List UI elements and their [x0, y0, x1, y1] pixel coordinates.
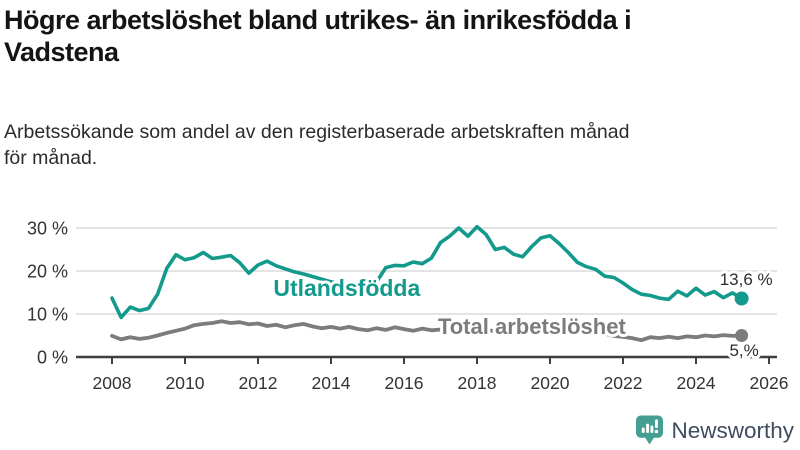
y-axis-tick-label: 30 % — [27, 219, 68, 239]
bar-chart-bar-3 — [650, 425, 654, 433]
chart-subtitle-line-1: Arbetssökande som andel av den registerb… — [4, 121, 630, 143]
series-end-dot — [735, 329, 749, 342]
x-axis-tick-label: 2022 — [604, 373, 643, 393]
unemployment-line-chart: 0 % 10 % 20 % 30 % 2008 2010 2012 2014 2016 2018 2… — [27, 219, 789, 394]
page-title-line-1: Högre arbetslöshet bland utrikes- än inr… — [4, 5, 632, 35]
x-axis-tick-label: 2024 — [677, 373, 716, 393]
x-axis-tick-label: 2008 — [93, 373, 132, 393]
speech-bubble-pin-shape — [636, 415, 664, 445]
chart-subtitle: Arbetssökande som andel av den registerb… — [4, 119, 798, 172]
newsworthy-logo: Newsworthy — [636, 415, 794, 446]
y-axis-tick-label: 0 % — [37, 348, 68, 368]
newsworthy-logo-text: Newsworthy — [671, 417, 794, 443]
series-line-total-arbetsl-shet — [110, 319, 744, 343]
bar-chart-bar-2 — [646, 423, 650, 433]
series-end-value-label: 5,% — [729, 341, 758, 360]
series-label: Total arbetslöshet — [438, 314, 627, 339]
x-axis-tick-label: 2018 — [458, 373, 497, 393]
page-title: Högre arbetslöshet bland utrikes- än inr… — [4, 5, 798, 68]
x-axis-tick-label: 2012 — [239, 373, 278, 393]
exclamation-dot — [655, 429, 659, 434]
series-label: Utlandsfödda — [273, 275, 420, 301]
newsworthy-logo-icon — [636, 415, 664, 445]
x-axis-tick-label: 2016 — [385, 373, 424, 393]
x-axis-tick-label: 2026 — [750, 373, 789, 393]
exclamation-bar — [655, 419, 659, 429]
x-axis-tick-label: 2020 — [531, 373, 570, 393]
series-line-utlandsf-dda — [110, 224, 744, 320]
page-title-line-2: Vadstena — [4, 36, 119, 67]
y-axis-tick-label: 10 % — [27, 305, 68, 325]
chart-subtitle-line-2: för månad. — [4, 147, 98, 170]
x-axis-tick-label: 2014 — [312, 373, 351, 393]
y-axis-tick-label: 20 % — [27, 262, 68, 282]
series-end-value-label: 13,6 % — [720, 270, 773, 289]
x-axis-tick-label: 2010 — [166, 373, 205, 393]
series-end-dot — [734, 291, 749, 306]
bar-chart-bar-1 — [642, 427, 646, 433]
